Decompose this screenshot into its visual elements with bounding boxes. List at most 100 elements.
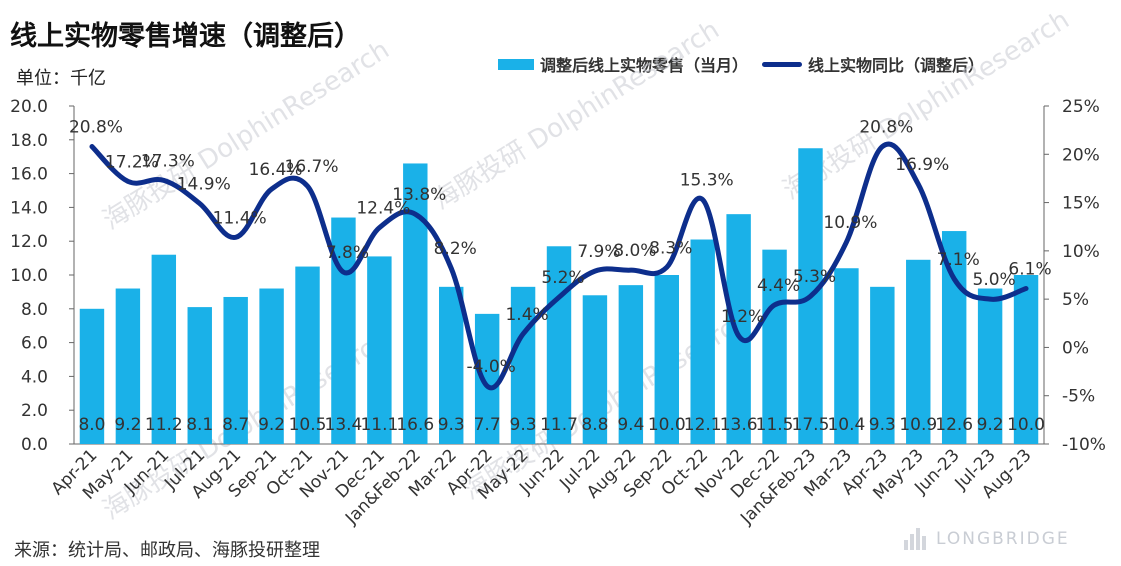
bar-value-label: 10.5 <box>289 415 327 435</box>
y-left-tick-label: 18.0 <box>10 131 48 151</box>
line-value-label: 7.9% <box>577 242 620 262</box>
line-value-label: 11.4% <box>213 208 267 228</box>
line-value-label: 7.1% <box>937 250 980 270</box>
legend-item-line: 线上实物同比（调整后） <box>762 52 984 76</box>
chart-title: 线上实物零售增速（调整后） <box>10 21 361 52</box>
bar-value-label: 8.8 <box>581 415 608 435</box>
line-value-label: 1.4% <box>505 305 548 325</box>
y-left-tick-label: 12.0 <box>10 232 48 252</box>
bar-value-label: 11.1 <box>360 415 398 435</box>
bar <box>259 288 284 444</box>
bar <box>834 268 859 444</box>
y-right-tick-label: 0% <box>1062 338 1089 358</box>
line-value-label: 16.9% <box>895 155 949 175</box>
bar <box>762 249 787 444</box>
line-value-label: 14.9% <box>177 175 231 195</box>
line-value-label: 4.4% <box>757 276 800 296</box>
y-left-tick-label: 14.0 <box>10 198 48 218</box>
bar-value-label: 9.2 <box>114 415 141 435</box>
line-value-label: -4.0% <box>466 357 515 377</box>
bar <box>690 239 715 444</box>
bar-value-label: 11.5 <box>756 415 794 435</box>
line-value-label: 13.8% <box>392 185 446 205</box>
source-note: 来源：统计局、邮政局、海豚投研整理 <box>14 540 320 561</box>
y-left-tick-label: 6.0 <box>21 334 48 354</box>
bar <box>295 266 320 444</box>
longbridge-logo: LONGBRIDGE <box>904 528 1070 550</box>
y-right-tick-label: -10% <box>1062 435 1106 455</box>
legend-bar-label: 调整后线上实物零售（当月） <box>540 56 749 75</box>
bar-value-label: 8.7 <box>222 415 249 435</box>
y-left-tick-label: 10.0 <box>10 266 48 286</box>
legend-line-label: 线上实物同比（调整后） <box>808 56 985 75</box>
bar <box>79 308 105 444</box>
bar <box>546 246 572 444</box>
bar <box>223 296 248 444</box>
bar <box>510 286 536 444</box>
bar-value-label: 8.0 <box>78 415 105 435</box>
bar-value-label: 8.1 <box>186 415 213 435</box>
line-value-label: 8.2% <box>434 239 477 259</box>
line-value-label: 8.0% <box>613 241 656 261</box>
line-value-label: 15.3% <box>680 171 734 191</box>
bar-value-label: 13.6 <box>720 415 758 435</box>
y-left-tick-label: 0.0 <box>21 435 48 455</box>
y-right-tick-label: 10% <box>1062 242 1100 262</box>
bar-value-label: 9.2 <box>977 415 1004 435</box>
bar-value-label: 11.7 <box>540 415 578 435</box>
bar <box>151 254 177 444</box>
y-left-tick-label: 16.0 <box>10 165 48 185</box>
bar-value-label: 12.1 <box>684 415 722 435</box>
y-right-tick-label: 25% <box>1062 97 1100 117</box>
bar-value-label: 10.0 <box>1007 415 1045 435</box>
y-right-tick-label: 15% <box>1062 194 1100 214</box>
legend-item-bar: 调整后线上实物零售（当月） <box>498 52 748 76</box>
bar <box>870 286 895 444</box>
y-right-tick-label: 20% <box>1062 145 1100 165</box>
bar-value-label: 9.3 <box>510 415 537 435</box>
line-value-label: 5.3% <box>793 267 836 287</box>
bar <box>474 313 500 444</box>
bar <box>115 288 141 444</box>
logo-bars-icon <box>904 528 928 550</box>
bar <box>618 285 644 444</box>
line-value-label: 20.8% <box>859 118 913 138</box>
bar <box>367 256 392 444</box>
line-value-label: 6.1% <box>1008 260 1051 280</box>
bar-value-label: 9.4 <box>617 415 644 435</box>
bar <box>654 275 679 444</box>
bar-value-label: 12.6 <box>935 415 973 435</box>
bar <box>582 295 608 444</box>
line-value-label: 1.2% <box>721 307 764 327</box>
line-value-label: 5.2% <box>541 268 584 288</box>
legend: 调整后线上实物零售（当月） 线上实物同比（调整后） <box>498 52 998 76</box>
line-value-label: 17.3% <box>141 151 195 171</box>
line-value-label: 5.0% <box>973 270 1016 290</box>
line-value-label: 20.8% <box>69 118 123 138</box>
bar-value-label: 9.3 <box>438 415 465 435</box>
bar-value-label: 13.4 <box>325 415 363 435</box>
bar <box>1013 275 1039 444</box>
legend-bar-swatch <box>498 58 534 70</box>
line-value-label: 17.2% <box>105 152 159 172</box>
bar-value-label: 10.0 <box>648 415 686 435</box>
line-value-label: 8.3% <box>649 238 692 258</box>
y-left-tick-label: 8.0 <box>21 300 48 320</box>
y-left-tick-label: 4.0 <box>21 367 48 387</box>
series-line <box>89 141 1029 391</box>
bar <box>977 288 1003 444</box>
bar-value-label: 17.5 <box>792 415 830 435</box>
bar-value-label: 9.2 <box>258 415 285 435</box>
y-right-tick-label: -5% <box>1062 387 1095 407</box>
unit-label: 单位：千亿 <box>16 68 106 89</box>
line-value-label: 16.7% <box>285 157 339 177</box>
line-value-label: 7.8% <box>326 243 369 263</box>
bar-value-label: 11.2 <box>145 415 183 435</box>
legend-line-swatch <box>762 61 803 67</box>
bar-value-label: 9.3 <box>869 415 896 435</box>
line-value-label: 12.4% <box>356 199 410 219</box>
bar-value-label: 16.6 <box>396 415 434 435</box>
bar <box>187 307 212 444</box>
y-left-tick-label: 20.0 <box>10 97 48 117</box>
